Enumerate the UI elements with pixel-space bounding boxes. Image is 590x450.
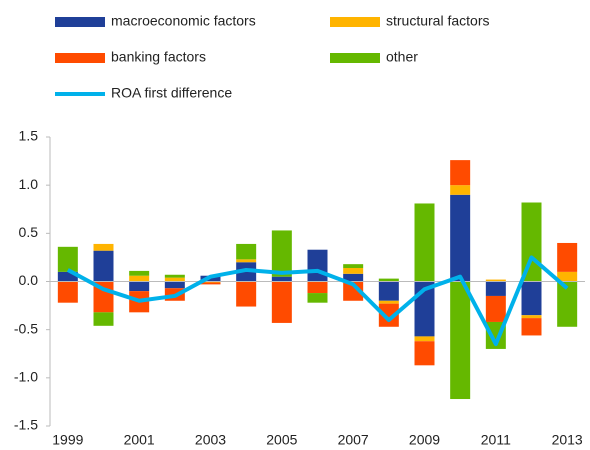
bar-segment: [378, 303, 399, 327]
legend-swatch: [55, 53, 105, 63]
bar-segment: [307, 249, 328, 282]
bar-segment: [485, 281, 506, 296]
x-tick-label: 1999: [52, 432, 83, 448]
legend-label: structural factors: [386, 13, 489, 29]
bar-segment: [378, 278, 399, 282]
legend-label: macroeconomic factors: [111, 13, 256, 29]
y-tick-label: 1.5: [19, 128, 39, 144]
x-tick-label: 2013: [552, 432, 583, 448]
bar-segment: [450, 160, 471, 186]
bar-segment: [378, 300, 399, 304]
line: [66, 255, 569, 347]
bar-segment: [343, 268, 364, 274]
bar-segment: [521, 281, 542, 316]
bar-segment: [450, 281, 471, 400]
bar-segment: [93, 312, 114, 326]
bar-segment: [57, 271, 78, 282]
bar-segment: [93, 243, 114, 251]
legend-label: ROA first difference: [111, 85, 232, 101]
legend-swatch: [55, 17, 105, 27]
bar-segment: [450, 194, 471, 282]
bar-segment: [271, 276, 292, 282]
bar-segment: [271, 230, 292, 277]
bar-segment: [557, 242, 578, 272]
legend-label: banking factors: [111, 49, 206, 65]
bar-segment: [485, 295, 506, 322]
bar-segment: [485, 279, 506, 282]
bar-segment: [129, 275, 150, 282]
bar-segment: [557, 281, 578, 327]
x-tick-label: 2003: [195, 432, 226, 448]
bar-segment: [414, 203, 435, 282]
y-tick-label: 0.0: [19, 272, 39, 288]
bar-segment: [93, 250, 114, 282]
y-tick-label: 0.5: [19, 224, 39, 240]
bar-segment: [343, 281, 364, 301]
bar-segment: [271, 281, 292, 323]
y-tick-label: -0.5: [14, 320, 38, 336]
x-tick-label: 2001: [124, 432, 155, 448]
bar-segment: [343, 264, 364, 269]
bar-segment: [307, 293, 328, 303]
bar-segment: [57, 246, 78, 272]
legend-swatch: [330, 53, 380, 63]
legend-label: other: [386, 49, 418, 65]
bar-segment: [236, 243, 257, 260]
bar-segment: [343, 273, 364, 282]
bar-segment: [307, 281, 328, 294]
x-tick-label: 2007: [338, 432, 369, 448]
bar-segment: [236, 259, 257, 263]
bar-segment: [450, 185, 471, 195]
legend-swatch: [330, 17, 380, 27]
bar-segment: [414, 341, 435, 366]
y-tick-label: -1.5: [14, 417, 38, 433]
bar-segment: [236, 281, 257, 307]
x-tick-label: 2011: [481, 432, 511, 448]
x-tick-label: 2005: [266, 432, 297, 448]
bar-segment: [164, 277, 185, 282]
bar-segment: [414, 336, 435, 342]
bar-segment: [129, 270, 150, 276]
bar-segment: [57, 281, 78, 303]
bar-segment: [521, 315, 542, 319]
y-tick-label: 1.0: [19, 176, 39, 192]
bar-segment: [129, 281, 150, 292]
bar-segment: [557, 271, 578, 282]
y-tick-label: -1.0: [14, 369, 38, 385]
bar-segment: [200, 282, 221, 285]
bar-segment: [378, 281, 399, 301]
x-tick-label: 2009: [409, 432, 440, 448]
bar-segment: [521, 318, 542, 336]
bar-segment: [164, 274, 185, 278]
bar-segment: [164, 281, 185, 289]
